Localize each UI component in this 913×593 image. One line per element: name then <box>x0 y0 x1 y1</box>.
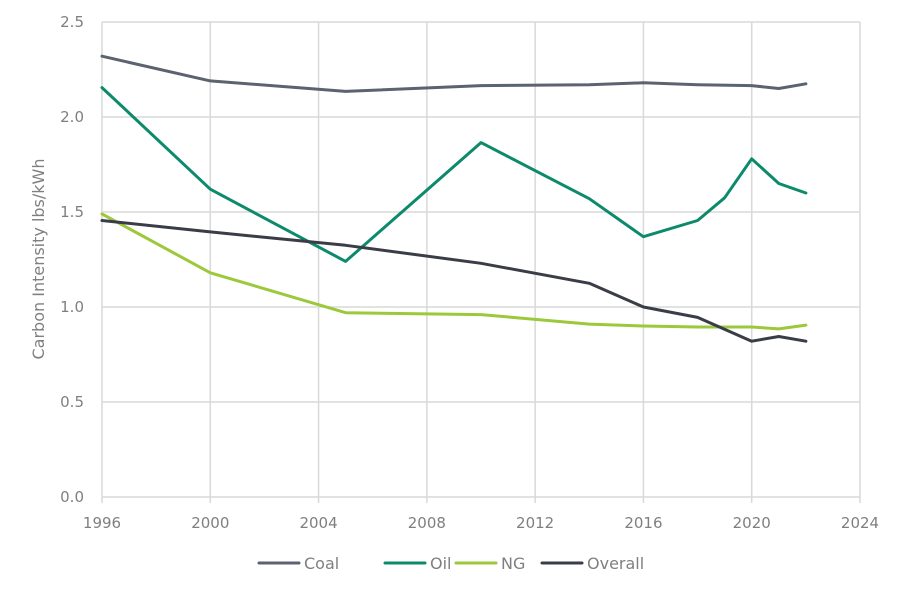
series-line-ng <box>100 212 808 331</box>
series-line-coal <box>100 54 808 93</box>
legend-item-coal: Coal <box>257 554 339 573</box>
y-tick-label: 1.0 <box>60 298 84 316</box>
legend-label: NG <box>501 554 525 573</box>
x-tick-label: 2000 <box>191 514 229 532</box>
x-tick-label: 2016 <box>624 514 662 532</box>
y-axis-title: Carbon Intensity lbs/kWh <box>29 158 48 359</box>
legend-item-overall: Overall <box>540 554 644 573</box>
axes: 0.0 0.5 1.0 1.5 2.0 2.5 1996 2000 2004 2008 2012 20… <box>60 13 879 532</box>
x-tick-label: 2004 <box>299 514 337 532</box>
series-line-oil <box>100 86 808 263</box>
x-tick-label: 2024 <box>841 514 879 532</box>
legend-item-ng: NG <box>454 554 525 573</box>
grid <box>101 21 861 498</box>
legend-item-oil: Oil <box>383 554 451 573</box>
x-tick-label: 2012 <box>516 514 554 532</box>
x-tick-label: 2020 <box>733 514 771 532</box>
y-tick-label: 0.5 <box>60 393 84 411</box>
y-tick-label: 2.0 <box>60 108 84 126</box>
series-line-overall <box>100 219 808 343</box>
y-tick-label: 0.0 <box>60 488 84 506</box>
series-lines <box>100 54 808 343</box>
legend-label: Coal <box>304 554 339 573</box>
x-tick-label: 2008 <box>408 514 446 532</box>
legend-label: Overall <box>587 554 644 573</box>
y-tick-label: 2.5 <box>60 13 84 31</box>
legend-label: Oil <box>430 554 451 573</box>
legend: Coal Oil NG Overall <box>257 554 644 573</box>
y-tick-label: 1.5 <box>60 203 84 221</box>
x-tick-label: 1996 <box>83 514 121 532</box>
